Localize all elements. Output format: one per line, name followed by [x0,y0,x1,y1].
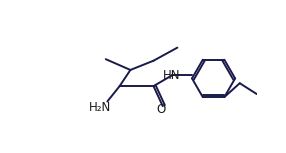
Text: HN: HN [163,69,181,82]
Text: O: O [156,103,166,116]
Text: H₂N: H₂N [89,101,111,114]
